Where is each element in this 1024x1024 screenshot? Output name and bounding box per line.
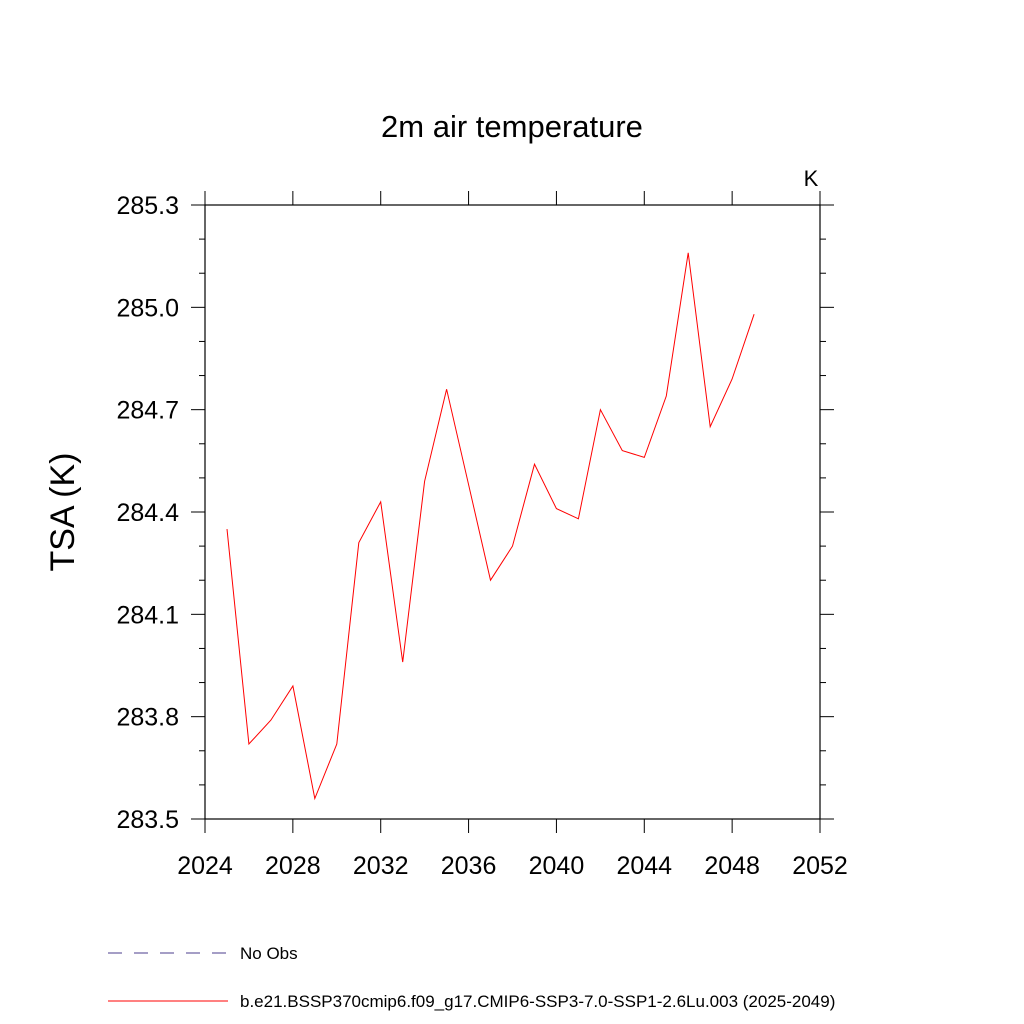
x-tick-label: 2028 bbox=[265, 852, 321, 880]
plot-frame bbox=[204, 204, 821, 820]
y-tick-label: 283.5 bbox=[116, 806, 179, 834]
x-tick-label: 2032 bbox=[353, 852, 409, 880]
y-tick-label: 285.3 bbox=[116, 192, 179, 220]
x-tick-label: 2052 bbox=[792, 852, 848, 880]
y-tick-label: 283.8 bbox=[116, 704, 179, 732]
x-tick-label: 2036 bbox=[441, 852, 497, 880]
y-axis-label: TSA (K) bbox=[44, 452, 82, 571]
x-axis: 2024 2028 2032 2036 2040 2044 2048 2052 bbox=[177, 191, 848, 880]
y-axis: 283.5 283.8 284.1 284.4 284.7 285.0 285.3 bbox=[116, 192, 834, 834]
y-tick-label: 284.7 bbox=[116, 397, 179, 425]
series-line-0 bbox=[226, 252, 755, 801]
legend-label-no-obs: No Obs bbox=[240, 944, 298, 963]
units-label: K bbox=[804, 166, 819, 191]
y-tick-label: 284.4 bbox=[116, 499, 179, 527]
legend: No Obs b.e21.BSSP370cmip6.f09_g17.CMIP6-… bbox=[108, 944, 835, 1011]
chart-title: 2m air temperature bbox=[381, 109, 643, 144]
legend-label-model: b.e21.BSSP370cmip6.f09_g17.CMIP6-SSP3-7.… bbox=[240, 992, 835, 1011]
x-tick-label: 2048 bbox=[704, 852, 760, 880]
series-layer bbox=[226, 252, 755, 801]
y-tick-label: 284.1 bbox=[116, 601, 179, 629]
x-tick-label: 2024 bbox=[177, 852, 233, 880]
x-tick-label: 2040 bbox=[529, 852, 585, 880]
x-tick-label: 2044 bbox=[616, 852, 672, 880]
y-tick-label: 285.0 bbox=[116, 294, 179, 322]
